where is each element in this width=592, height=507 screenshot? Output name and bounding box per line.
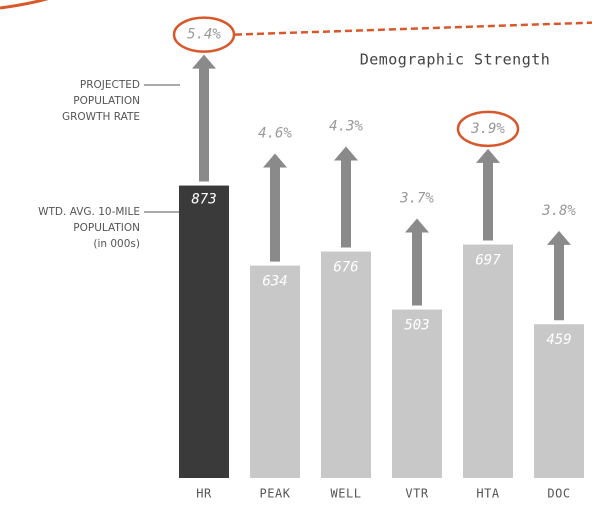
growth-label: 4.3% [329, 118, 363, 134]
growth-label: 5.4% [187, 27, 221, 43]
annotation: (in 000s) [93, 238, 140, 250]
growth-label: 4.6% [258, 126, 292, 142]
annotation: WTD. AVG. 10-MILE [38, 206, 140, 218]
dashed-connector [234, 21, 592, 36]
chart-title: Demographic Strength [360, 51, 551, 69]
x-tick-label: WELL [331, 487, 362, 501]
growth-arrow [263, 153, 287, 262]
x-tick-label: HR [196, 487, 212, 501]
bar-value-label: 459 [546, 332, 571, 348]
annotation: GROWTH RATE [62, 111, 140, 123]
bar-value-label: 873 [191, 192, 216, 208]
highlight-circle [172, 16, 236, 53]
bar-value-label: 503 [404, 317, 429, 333]
bar-value-label: 697 [475, 253, 501, 269]
annotation: PROJECTED [80, 79, 140, 91]
growth-arrow [476, 148, 500, 241]
bar [179, 185, 229, 479]
growth-label: 3.8% [541, 203, 576, 219]
annotation: POPULATION [73, 95, 140, 107]
bar [321, 251, 371, 478]
bar [534, 324, 584, 478]
growth-arrow [192, 54, 216, 182]
bar [250, 265, 300, 478]
growth-label: 3.7% [399, 191, 434, 207]
growth-arrow [547, 230, 571, 321]
x-tick-label: DOC [547, 487, 570, 501]
growth-arrow [405, 218, 429, 306]
growth-label: 3.9% [470, 121, 505, 137]
annotations: PROJECTED POPULATION GROWTH RATE WTD. AV… [38, 79, 180, 250]
annotation: POPULATION [73, 222, 140, 234]
corner-arc [0, 0, 49, 10]
x-tick-label: HTA [476, 487, 499, 501]
x-tick-label: VTR [405, 487, 428, 501]
bar-value-label: 676 [333, 260, 358, 276]
bar [463, 244, 513, 478]
bar [392, 309, 442, 478]
x-tick-label: PEAK [260, 487, 291, 501]
highlight-circle [456, 110, 520, 148]
bar-value-label: 634 [262, 274, 287, 290]
growth-arrow [334, 146, 358, 248]
